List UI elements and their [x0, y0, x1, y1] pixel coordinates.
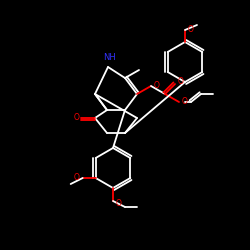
- Text: NH: NH: [103, 53, 116, 62]
- Text: O: O: [74, 114, 80, 122]
- Text: O: O: [178, 78, 184, 86]
- Text: O: O: [188, 24, 194, 34]
- Text: O: O: [154, 82, 160, 90]
- Text: O: O: [182, 98, 188, 106]
- Text: O: O: [116, 200, 122, 208]
- Text: O: O: [74, 174, 80, 182]
